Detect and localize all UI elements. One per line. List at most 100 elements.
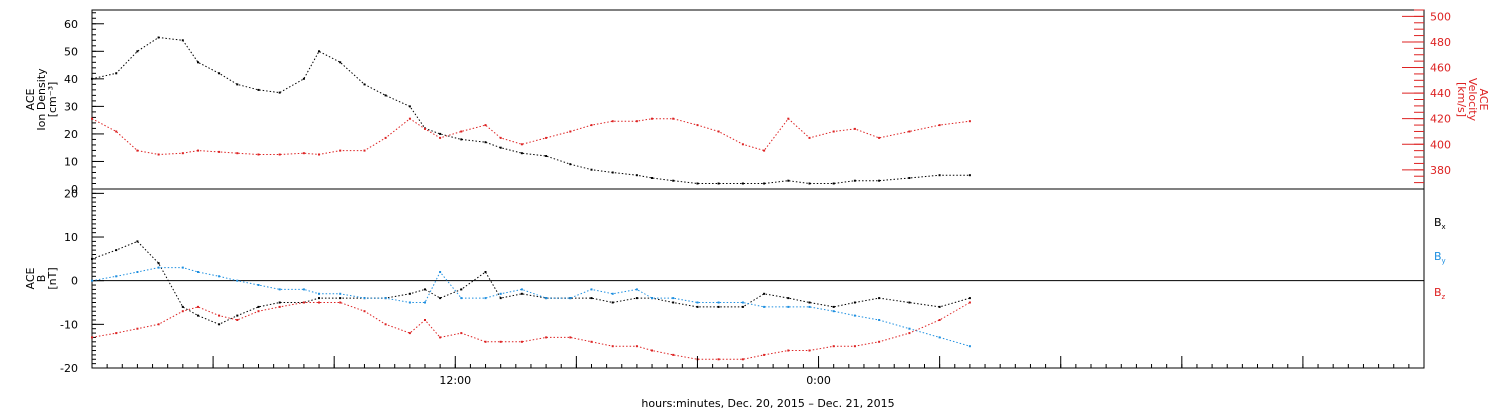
data-point-bottom-1-2	[136, 271, 139, 273]
top-left-tick-label: 20	[64, 128, 78, 141]
bottom-left-tick-label: -10	[60, 318, 78, 331]
data-point-bottom-2-15	[408, 332, 411, 335]
data-point-bottom-1-28	[672, 297, 675, 300]
data-point-top-0-38	[908, 177, 911, 179]
data-point-bottom-0-5	[197, 314, 199, 317]
top-left-axis-label: ACEIon Density[cm⁻³]	[24, 68, 59, 131]
data-point-top-0-15	[408, 105, 411, 108]
top-right-tick-label: 500	[1430, 10, 1451, 23]
top-right-tick-label: 440	[1430, 87, 1451, 100]
data-point-bottom-0-29	[696, 305, 699, 308]
data-point-bottom-2-19	[484, 340, 487, 343]
top-right-axis-label-line: Velocity	[1466, 78, 1479, 122]
data-point-top-1-35	[832, 130, 835, 133]
data-point-top-0-33	[787, 179, 790, 182]
data-point-bottom-1-27	[651, 297, 653, 300]
data-point-bottom-0-24	[590, 297, 593, 300]
data-point-bottom-0-1	[115, 249, 118, 252]
data-point-top-1-14	[384, 136, 387, 139]
data-point-bottom-0-36	[853, 301, 856, 304]
data-point-top-1-4	[181, 152, 184, 155]
data-point-bottom-0-25	[611, 301, 614, 304]
data-point-bottom-2-25	[611, 345, 614, 348]
data-point-top-0-8	[257, 88, 260, 91]
data-point-top-1-10	[302, 152, 305, 155]
data-point-bottom-2-18	[460, 332, 463, 335]
data-point-bottom-1-12	[339, 292, 342, 295]
data-point-bottom-1-29	[696, 301, 699, 304]
data-point-bottom-1-1	[115, 275, 118, 278]
data-point-bottom-0-9	[278, 301, 281, 304]
data-point-bottom-1-17	[439, 271, 442, 273]
data-point-bottom-1-0	[91, 279, 93, 282]
data-point-bottom-0-6	[218, 323, 221, 326]
top-left-tick-label: 60	[64, 18, 78, 31]
data-point-top-1-27	[651, 117, 653, 120]
data-point-top-0-35	[832, 182, 835, 185]
top-right-tick-label: 480	[1430, 36, 1451, 49]
data-point-top-0-24	[590, 168, 593, 171]
data-point-top-0-18	[460, 138, 463, 141]
data-point-top-0-13	[363, 83, 366, 86]
top-frame	[91, 9, 1425, 190]
data-point-bottom-0-32	[763, 292, 766, 295]
data-point-bottom-1-10	[302, 288, 305, 291]
data-point-top-0-25	[611, 171, 614, 174]
data-point-bottom-2-30	[717, 358, 720, 361]
data-point-bottom-2-27	[651, 349, 653, 352]
top-left-axis-label-line: [cm⁻³]	[46, 82, 59, 118]
legend-entry-bx: Bx	[1434, 216, 1446, 231]
series-trace-bottom-2	[91, 302, 971, 360]
data-point-bottom-2-14	[384, 323, 387, 326]
data-point-top-1-5	[197, 149, 199, 152]
data-point-bottom-0-8	[257, 305, 260, 308]
data-point-top-1-21	[520, 143, 523, 146]
data-point-bottom-1-21	[520, 288, 523, 291]
x-tick-label: 12:00	[439, 374, 471, 387]
data-point-top-1-3	[157, 153, 160, 156]
data-point-bottom-2-24	[590, 340, 593, 343]
x-tick-label: 0:00	[806, 374, 831, 387]
data-point-top-0-6	[218, 72, 221, 75]
data-point-top-1-0	[91, 117, 93, 120]
data-point-top-1-31	[741, 143, 744, 146]
data-point-top-1-9	[278, 153, 281, 156]
data-point-bottom-2-22	[545, 336, 548, 339]
data-point-top-1-17	[439, 136, 442, 139]
data-point-bottom-1-7	[236, 279, 239, 282]
data-point-top-0-39	[938, 174, 941, 177]
data-point-top-1-39	[938, 124, 941, 127]
data-point-bottom-1-26	[635, 288, 638, 291]
bottom-left-axis-label-line: [nT]	[46, 267, 59, 289]
data-point-bottom-1-5	[197, 271, 199, 273]
x-axis: 12:00 0:00	[91, 356, 1425, 387]
bottom-left-tick-label: 0	[71, 275, 78, 288]
data-point-top-0-19	[484, 141, 487, 144]
data-point-bottom-1-15	[408, 301, 411, 304]
series-trace-top-1	[91, 117, 970, 156]
data-point-top-1-13	[363, 149, 366, 152]
data-point-top-0-30	[717, 182, 720, 185]
top-left-tick-label: 30	[64, 100, 78, 113]
data-point-top-0-29	[696, 182, 699, 185]
data-point-bottom-2-17	[439, 336, 442, 339]
data-point-bottom-1-14	[384, 297, 387, 300]
data-point-top-0-26	[635, 174, 638, 177]
series-trace-bottom-1	[91, 267, 971, 347]
data-point-bottom-2-39	[938, 319, 941, 321]
data-point-bottom-1-39	[938, 336, 941, 339]
data-point-bottom-0-38	[908, 301, 911, 304]
data-point-top-0-32	[763, 182, 766, 185]
data-point-bottom-2-7	[236, 319, 239, 321]
data-point-top-1-36	[853, 127, 856, 130]
data-point-bottom-2-26	[635, 345, 638, 348]
data-point-bottom-0-35	[832, 305, 835, 308]
data-point-top-0-27	[651, 177, 653, 179]
data-point-bottom-0-2	[136, 240, 139, 243]
data-point-bottom-2-31	[741, 358, 744, 361]
data-point-bottom-2-12	[339, 301, 342, 304]
data-point-top-1-1	[115, 130, 118, 133]
data-point-top-0-4	[181, 39, 184, 42]
